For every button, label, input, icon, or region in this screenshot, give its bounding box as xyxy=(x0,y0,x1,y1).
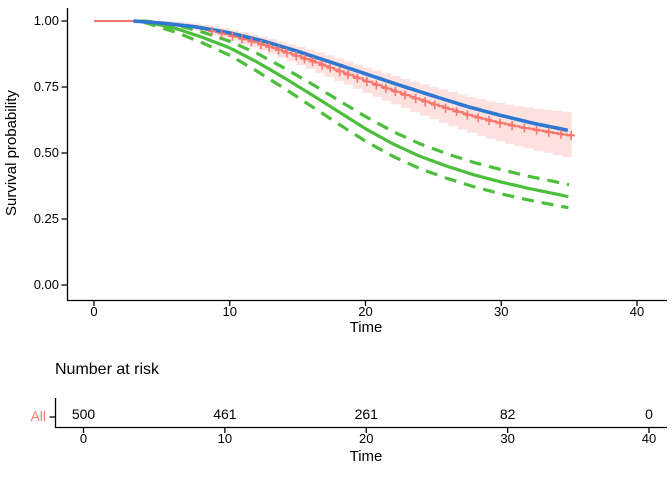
risk-count: 0 xyxy=(645,406,653,422)
risk-count: 500 xyxy=(71,406,96,422)
y-tick-label: 0.00 xyxy=(33,277,59,292)
risk-table-title: Number at risk xyxy=(55,361,160,378)
x-axis-title: Time xyxy=(349,319,383,336)
risk-count: 461 xyxy=(213,406,237,422)
x-tick-label: 10 xyxy=(222,304,237,319)
parametric-lower-ci-curve xyxy=(143,20,569,210)
x-tick-label: 20 xyxy=(358,304,373,319)
risk-x-tick-label: 10 xyxy=(217,431,233,446)
smooth-fit-curve xyxy=(133,19,569,133)
risk-x-tick-label: 40 xyxy=(641,431,657,446)
risk-count: 82 xyxy=(499,406,516,422)
y-tick-label: 0.75 xyxy=(33,79,59,94)
y-tick-label: 0.50 xyxy=(33,145,59,160)
x-tick-label: 30 xyxy=(494,304,509,319)
km-confidence-band xyxy=(134,21,572,159)
y-tick-label: 1.00 xyxy=(33,13,59,28)
x-tick-label: 40 xyxy=(629,304,645,319)
parametric-upper-ci-curve xyxy=(141,19,570,187)
parametric-estimate-curve xyxy=(137,19,569,199)
risk-x-tick-label: 30 xyxy=(500,431,515,446)
risk-table-x-axis-title: Time xyxy=(349,448,383,465)
risk-count: 261 xyxy=(354,406,378,422)
y-tick-label: 0.25 xyxy=(33,211,59,226)
risk-x-tick-label: 0 xyxy=(79,431,88,446)
x-tick-label: 0 xyxy=(90,304,98,319)
risk-row-label-all: All xyxy=(30,408,46,424)
risk-x-tick-label: 20 xyxy=(359,431,374,446)
